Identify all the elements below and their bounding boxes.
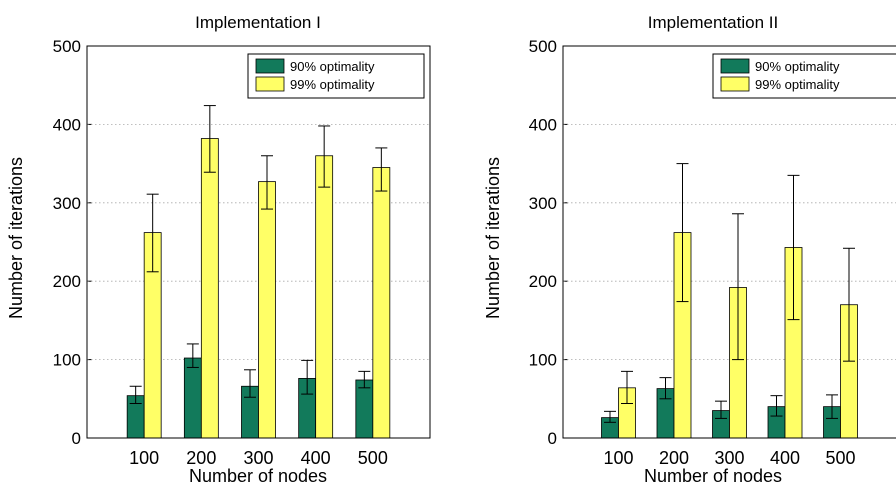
x-tick-label: 400 <box>770 448 800 468</box>
x-tick-label: 200 <box>659 448 689 468</box>
legend: 90% optimality 99% optimality <box>247 53 425 99</box>
x-tick-label: 300 <box>714 448 744 468</box>
y-tick-label: 100 <box>529 351 557 370</box>
bar <box>200 138 219 439</box>
x-tick-label: 500 <box>825 448 855 468</box>
x-tick-label: 300 <box>243 448 273 468</box>
legend-label-99: 99% optimality <box>290 77 375 92</box>
plot-frame <box>86 45 431 439</box>
x-axis-label: Number of nodes <box>189 466 327 486</box>
chart-title: Implementation I <box>195 13 321 32</box>
legend-swatch-99 <box>720 76 750 92</box>
legend-swatch-90 <box>255 58 285 74</box>
y-tick-label: 400 <box>53 115 81 134</box>
x-tick-label: 200 <box>186 448 216 468</box>
y-tick-label: 500 <box>53 37 81 56</box>
plot-frame <box>562 45 896 439</box>
x-tick-label: 100 <box>603 448 633 468</box>
x-tick-label: 400 <box>301 448 331 468</box>
y-tick-label: 0 <box>72 429 81 448</box>
chart-title: Implementation II <box>648 13 778 32</box>
y-tick-label: 0 <box>548 429 557 448</box>
y-tick-label: 200 <box>53 272 81 291</box>
legend-label-90: 90% optimality <box>290 59 375 74</box>
bar <box>372 167 391 439</box>
legend-label-99: 99% optimality <box>755 77 840 92</box>
y-tick-label: 300 <box>53 194 81 213</box>
legend-swatch-90 <box>720 58 750 74</box>
x-axis-label: Number of nodes <box>644 466 782 486</box>
y-axis-label: Number of iterations <box>483 157 503 319</box>
y-tick-label: 100 <box>53 351 81 370</box>
y-tick-label: 500 <box>529 37 557 56</box>
x-tick-label: 500 <box>358 448 388 468</box>
legend-swatch-99 <box>255 76 285 92</box>
chart-implementation-2: Implementation II Number of iterations N… <box>483 13 896 486</box>
legend-label-90: 90% optimality <box>755 59 840 74</box>
chart-implementation-1: Implementation I Number of iterations Nu… <box>6 13 431 486</box>
bar <box>258 181 276 439</box>
legend: 90% optimality 99% optimality <box>712 53 896 99</box>
bar <box>183 357 202 439</box>
bar <box>315 155 334 439</box>
y-tick-label: 300 <box>529 194 557 213</box>
bar <box>355 379 374 439</box>
x-tick-label: 100 <box>129 448 159 468</box>
y-tick-label: 400 <box>529 115 557 134</box>
y-tick-label: 200 <box>529 272 557 291</box>
y-axis-label: Number of iterations <box>6 157 26 319</box>
